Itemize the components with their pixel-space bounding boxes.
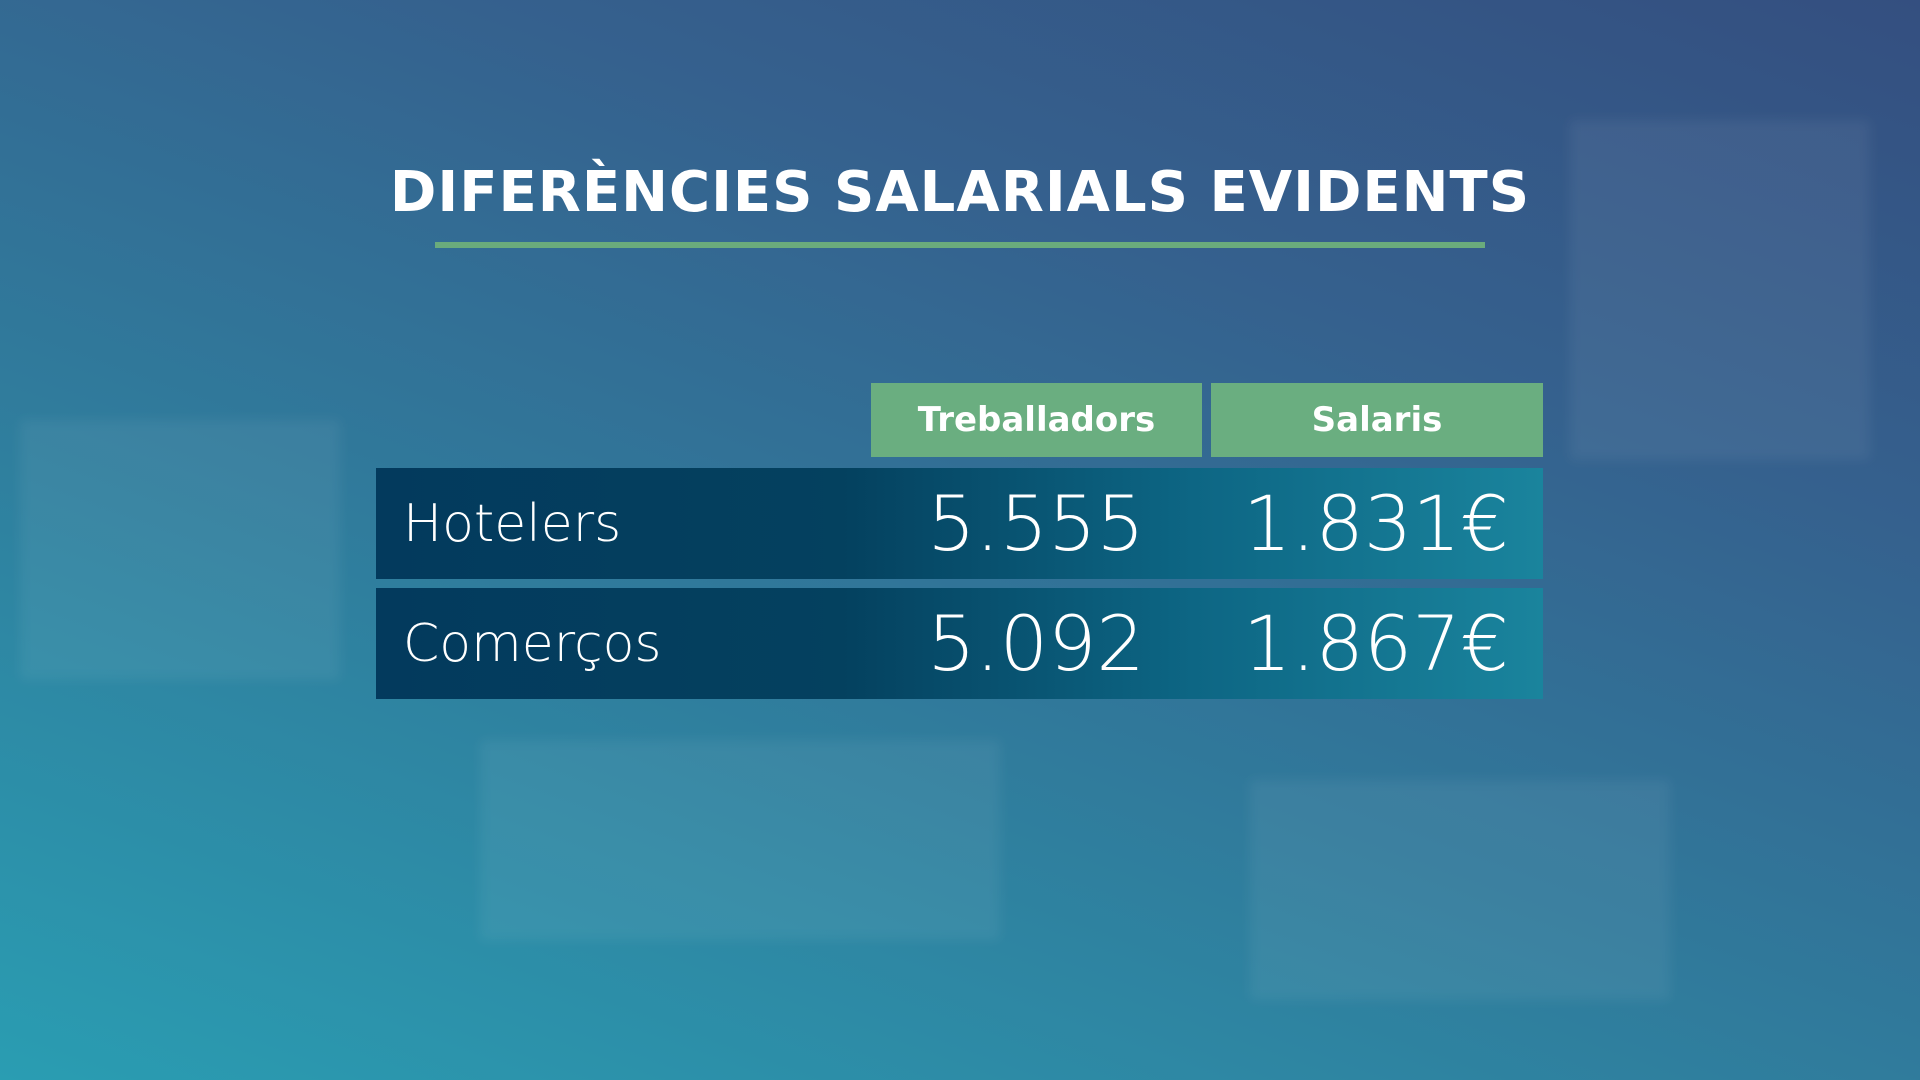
cell-value: 5.555 <box>927 479 1145 568</box>
column-header: Salaris <box>1211 383 1543 457</box>
background-shape <box>1570 120 1870 460</box>
background-shape <box>480 740 1000 940</box>
background-shape <box>20 420 340 680</box>
background-shape <box>1250 780 1670 1000</box>
cell-value: 1.831€ <box>1243 479 1509 568</box>
table-row: Comerços 5.092 1.867€ <box>376 588 1543 699</box>
table-row: Hotelers 5.555 1.831€ <box>376 468 1543 579</box>
row-label: Hotelers <box>403 493 622 554</box>
title-underline <box>435 242 1485 248</box>
title: DIFERÈNCIES SALARIALS EVIDENTS <box>389 160 1531 225</box>
row-label: Comerços <box>403 613 662 674</box>
cell-value: 5.092 <box>927 599 1145 688</box>
column-header: Treballadors <box>871 383 1202 457</box>
cell-value: 1.867€ <box>1243 599 1509 688</box>
